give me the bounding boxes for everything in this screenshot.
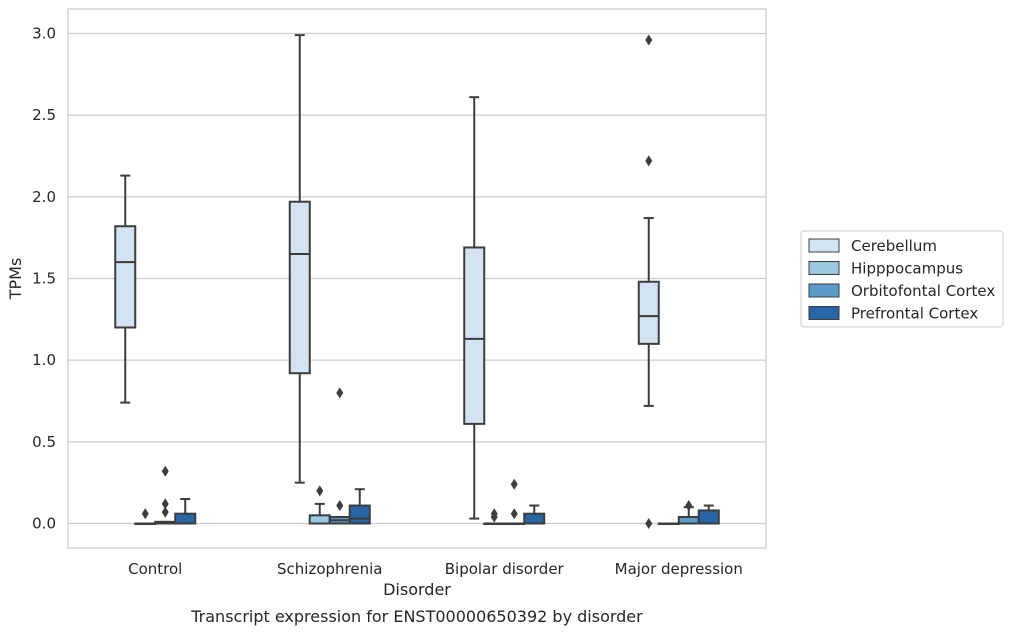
series-prefrontal-cortex xyxy=(174,488,720,525)
outlier-point xyxy=(336,500,344,512)
series-cerebellum xyxy=(114,34,660,529)
legend-item-prefrontal-cortex: Prefrontal Cortex xyxy=(808,305,978,323)
legend: Cerebellum Hipppocampus Orbitofontal Corte… xyxy=(800,230,1004,328)
legend-label: Cerebellum xyxy=(851,237,937,255)
legend-swatch xyxy=(808,261,840,275)
box-body xyxy=(308,514,331,525)
box-body xyxy=(288,200,311,375)
legend-swatch xyxy=(808,283,840,298)
y-tick-label: 0.5 xyxy=(32,433,56,451)
outlier-point xyxy=(510,508,518,520)
outlier-point xyxy=(645,34,653,46)
box-body xyxy=(174,512,197,525)
box-body xyxy=(637,280,660,345)
box-prefrontal-cortex-bipolar-disorder xyxy=(523,504,546,525)
legend-item-cerebellum: Cerebellum xyxy=(808,237,937,255)
box-cerebellum-schizophrenia xyxy=(288,34,311,484)
box-hipppocampus-schizophrenia xyxy=(308,485,331,525)
y-tick-labels: 0.0 0.5 1.0 1.5 2.0 2.5 3.0 xyxy=(32,25,56,533)
y-tick-label: 1.5 xyxy=(32,270,56,288)
outlier-point xyxy=(316,485,324,497)
legend-label: Hipppocampus xyxy=(851,260,963,278)
outlier-point xyxy=(645,155,653,167)
y-tick-label: 3.0 xyxy=(32,25,56,43)
y-tick-label: 0.0 xyxy=(32,515,56,533)
box-orbitofontal-cortex-bipolar-disorder xyxy=(503,478,526,525)
legend-label: Orbitofontal Cortex xyxy=(851,282,995,300)
box-body xyxy=(348,504,371,525)
gridlines xyxy=(68,32,766,525)
x-tick-label: Control xyxy=(128,560,182,578)
y-tick-label: 1.0 xyxy=(32,351,56,369)
box-cerebellum-major-depression xyxy=(637,34,660,529)
box-prefrontal-cortex-schizophrenia xyxy=(348,488,371,525)
legend-label: Prefrontal Cortex xyxy=(851,305,978,323)
box-hipppocampus-major-depression xyxy=(657,522,680,525)
outlier-point xyxy=(336,387,344,399)
box-cerebellum-bipolar-disorder xyxy=(463,96,486,520)
box-hipppocampus-control xyxy=(134,508,157,525)
outlier-point xyxy=(161,506,169,518)
legend-frame xyxy=(800,230,1004,328)
outlier-point xyxy=(161,498,169,510)
x-tick-label: Schizophrenia xyxy=(277,560,382,578)
series-orbitofontal-cortex xyxy=(154,387,700,525)
outlier-point xyxy=(141,508,149,520)
outlier-point xyxy=(645,518,653,529)
box-orbitofontal-cortex-schizophrenia xyxy=(328,387,351,525)
outlier-point xyxy=(490,508,498,520)
box-prefrontal-cortex-control xyxy=(174,498,197,525)
box-body xyxy=(463,246,486,425)
x-tick-label: Major depression xyxy=(615,560,743,578)
x-axis-label: Disorder xyxy=(383,580,451,599)
y-axis-label: TPMs xyxy=(6,258,25,301)
legend-swatch xyxy=(808,306,840,320)
x-tick-label: Bipolar disorder xyxy=(445,560,565,578)
legend-swatch xyxy=(808,238,840,253)
box-hipppocampus-bipolar-disorder xyxy=(483,508,506,525)
outlier-point xyxy=(685,500,693,512)
legend-item-orbitofontal-cortex: Orbitofontal Cortex xyxy=(808,282,995,300)
box-prefrontal-cortex-major-depression xyxy=(697,504,720,525)
chart-caption: Transcript expression for ENST0000065039… xyxy=(190,607,643,626)
box-orbitofontal-cortex-major-depression xyxy=(677,500,700,525)
box-body xyxy=(114,225,137,329)
y-tick-label: 2.5 xyxy=(32,106,56,124)
x-tick-labels: Control Schizophrenia Bipolar disorder Majo… xyxy=(128,560,743,578)
legend-item-hipppocampus: Hipppocampus xyxy=(808,260,963,278)
outlier-point xyxy=(161,465,169,477)
outlier-point xyxy=(510,478,518,490)
box-layer xyxy=(114,34,720,529)
box-body xyxy=(697,509,720,525)
box-body xyxy=(523,512,546,525)
box-cerebellum-control xyxy=(114,174,137,404)
plot-area-frame xyxy=(67,8,767,549)
series-hipppocampus xyxy=(134,485,680,525)
y-tick-label: 2.0 xyxy=(32,188,56,206)
box-orbitofontal-cortex-control xyxy=(154,465,177,525)
